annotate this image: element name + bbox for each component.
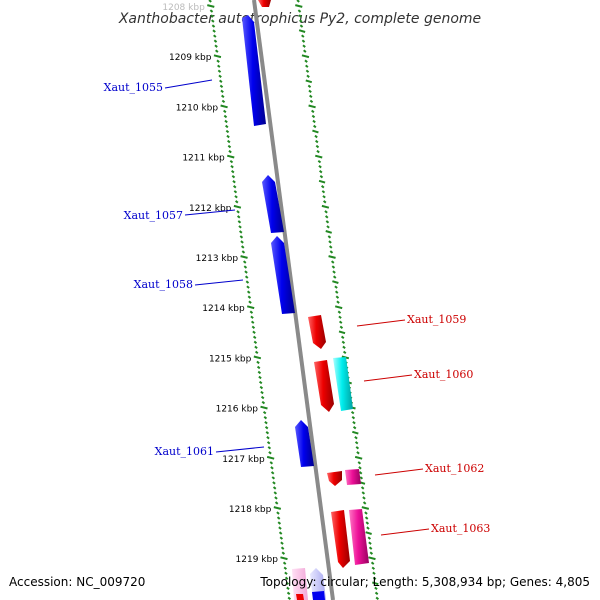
gene-feature-top-partial[interactable]	[258, 0, 271, 7]
gene-label-Xaut_1059[interactable]: Xaut_1059	[356, 313, 466, 327]
genome-summary-text: Topology: circular; Length: 5,308,934 bp…	[259, 575, 590, 589]
gene-arrow-Xaut_1060[interactable]	[314, 360, 334, 412]
svg-text:Xaut_1063: Xaut_1063	[431, 522, 490, 535]
gene-label-Xaut_1058[interactable]: Xaut_1058	[134, 278, 244, 291]
gene-arrow-Xaut_1063[interactable]	[331, 510, 350, 568]
ruler-tick-label: 1214 kbp	[202, 304, 245, 314]
gene-arrow-Xaut_1059[interactable]	[308, 315, 326, 349]
ruler-tick-label: 1208 kbp	[162, 3, 205, 13]
gene-features	[242, 0, 369, 600]
gene-label-Xaut_1061[interactable]: Xaut_1061	[155, 445, 265, 458]
svg-text:Xaut_1059: Xaut_1059	[407, 313, 466, 326]
ruler-tick-label: 1215 kbp	[209, 354, 252, 364]
ruler-tick-label: 1212 kbp	[189, 204, 232, 214]
ruler-tick-label: 1218 kbp	[229, 505, 272, 515]
gene-feature-bottom-red[interactable]	[296, 594, 304, 600]
ruler-tick-label: 1210 kbp	[176, 103, 219, 113]
gene-label-Xaut_1057[interactable]: Xaut_1057	[124, 209, 236, 222]
ruler-tick-label: 1219 kbp	[236, 555, 279, 565]
ruler-tick-label: 1216 kbp	[216, 405, 259, 415]
gene-arrow-Xaut_1062-alt[interactable]	[345, 469, 361, 485]
ruler-tick-label: 1217 kbp	[222, 455, 265, 465]
gene-labels: Xaut_1055 Xaut_1057 Xaut_1058 Xaut_1059 …	[104, 79, 490, 536]
ruler-tick-label: 1209 kbp	[169, 53, 212, 63]
genome-backbone	[252, 0, 335, 600]
gene-label-Xaut_1063[interactable]: Xaut_1063	[380, 522, 490, 536]
svg-text:Xaut_1058: Xaut_1058	[134, 278, 193, 291]
gene-feature-bottom-blue[interactable]	[312, 591, 325, 600]
ruler-tick-label: 1213 kbp	[196, 254, 239, 264]
svg-text:Xaut_1055: Xaut_1055	[104, 81, 163, 94]
gene-arrow-Xaut_1060-alt[interactable]	[333, 357, 353, 411]
ruler-right	[295, 0, 380, 600]
gene-arrow-Xaut_1058[interactable]	[271, 236, 295, 314]
svg-text:Xaut_1061: Xaut_1061	[155, 445, 214, 458]
gene-arrow-Xaut_1055[interactable]	[242, 15, 266, 126]
ruler-tick-labels: 1208 kbp 1209 kbp 1210 kbp 1211 kbp 1212 kbp…	[162, 3, 278, 565]
accession-text: Accession: NC_009720	[9, 575, 145, 589]
svg-text:Xaut_1062: Xaut_1062	[425, 462, 484, 475]
gene-label-Xaut_1055[interactable]: Xaut_1055	[104, 79, 213, 94]
map-title: Xanthobacter autotrophicus Py2, complete…	[118, 11, 481, 27]
ruler-tick-label: 1211 kbp	[182, 154, 225, 164]
ruler-left	[207, 0, 292, 600]
gene-arrow-Xaut_1063-alt[interactable]	[349, 509, 369, 565]
gene-label-Xaut_1060[interactable]: Xaut_1060	[363, 368, 473, 382]
gene-arrow-Xaut_1057[interactable]	[262, 175, 284, 233]
gene-label-Xaut_1062[interactable]: Xaut_1062	[374, 462, 484, 476]
gene-arrow-Xaut_1061[interactable]	[295, 420, 314, 467]
svg-text:Xaut_1060: Xaut_1060	[414, 368, 473, 381]
svg-text:Xaut_1057: Xaut_1057	[124, 209, 183, 222]
gene-feature-faint-pink[interactable]	[292, 568, 308, 600]
gene-arrow-Xaut_1062[interactable]	[327, 471, 342, 486]
